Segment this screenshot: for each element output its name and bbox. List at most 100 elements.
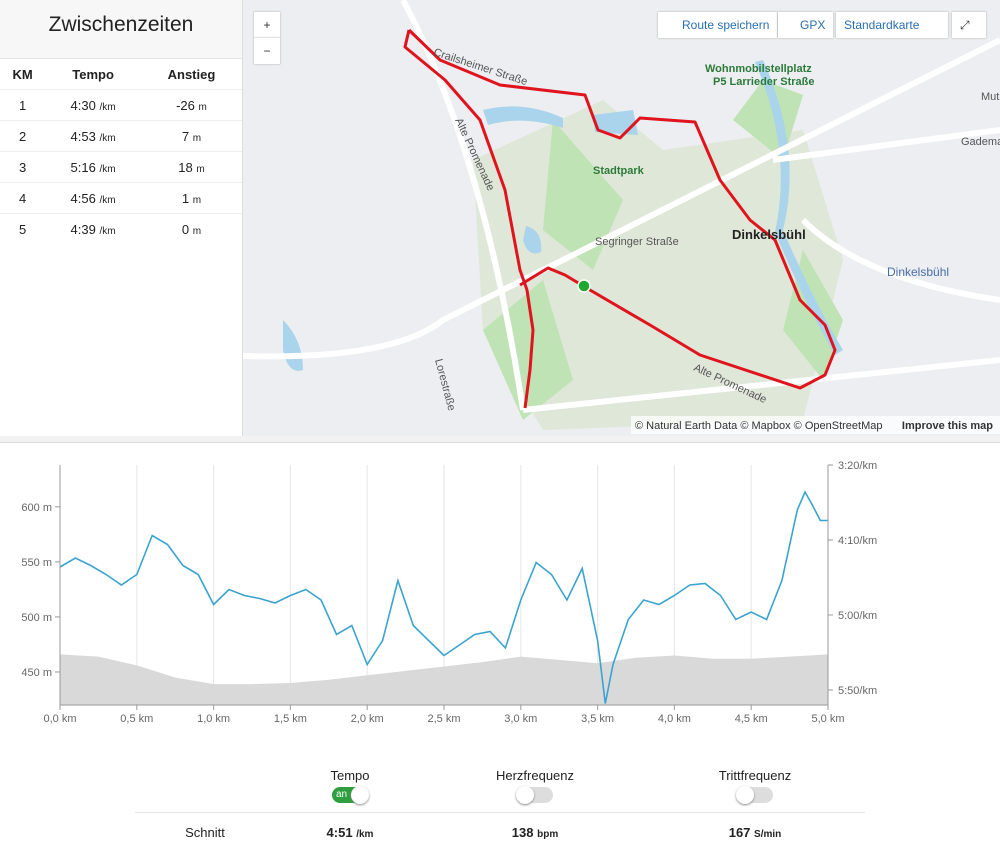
toggle[interactable]: an <box>332 786 369 804</box>
average: 4:51 /km <box>250 825 450 840</box>
unit: /km <box>99 163 116 175</box>
improve-link[interactable]: Improve this map <box>902 420 993 432</box>
pace: 4:30 /km <box>45 89 141 121</box>
save-route[interactable]: Route speichern <box>658 12 778 38</box>
split-row: 2 4:53 /km 7 m <box>0 120 242 152</box>
map-label: Dinkelsbühl <box>887 265 949 279</box>
divider[interactable] <box>0 436 1000 443</box>
x-tick-label: 1,5 km <box>274 713 307 725</box>
controls: Schnitt Tempo an Herzfrequenz Trittfrequenz… <box>0 760 1000 860</box>
pace-value: 5:16 <box>70 159 96 175</box>
avg-unit: /km <box>356 829 374 840</box>
x-tick-label: 2,0 km <box>351 713 384 725</box>
map-style[interactable]: Standardkarte <box>836 12 948 38</box>
unit: m <box>192 132 202 144</box>
toggle[interactable] <box>736 786 773 804</box>
split-row: 1 4:30 /km -26 m <box>0 89 242 121</box>
elevation-area <box>60 654 828 705</box>
y2-tick-label: 3:20/km <box>838 460 877 472</box>
map-label: Stadtpark <box>593 165 645 177</box>
km: 2 <box>0 120 46 152</box>
climb: 1 m <box>140 182 242 214</box>
y-tick-label: 450 m <box>21 667 52 679</box>
climb: 7 m <box>140 120 242 152</box>
km: 1 <box>0 89 46 121</box>
zoom-out[interactable]: − <box>254 38 280 64</box>
y-tick-label: 550 m <box>21 557 52 569</box>
split-row: 3 5:16 /km 18 m <box>0 151 242 183</box>
km: 4 <box>0 182 46 214</box>
x-tick-label: 4,5 km <box>735 713 768 725</box>
map-label: Mutsch <box>981 91 1000 103</box>
climb-value: -26 <box>176 97 195 113</box>
x-tick-label: 4,0 km <box>658 713 691 725</box>
knob <box>736 786 754 804</box>
y2-tick-label: 5:50/km <box>838 685 877 697</box>
map-label: Dinkelsbühl <box>732 227 806 242</box>
knob <box>351 786 369 804</box>
unit: m <box>196 163 205 175</box>
pace-value: 4:39 <box>70 221 96 237</box>
toggle[interactable] <box>516 786 553 804</box>
splits-panel: Zwischenzeiten KM Tempo Anstieg 1 4:30 /km -2… <box>0 0 243 436</box>
pace: 4:39 /km <box>45 213 141 244</box>
pace: 5:16 /km <box>45 151 141 183</box>
x-tick-label: 3,5 km <box>581 713 614 725</box>
x-tick-label: 5,0 km <box>811 713 844 725</box>
unit: /km <box>99 101 116 113</box>
map-label: P5 Larrieder Straße <box>713 76 815 88</box>
climb-value: 0 <box>181 221 190 237</box>
fullscreen[interactable]: ⤢ <box>952 12 986 38</box>
x-tick-label: 0,5 km <box>120 713 153 725</box>
pace: 4:53 /km <box>45 120 141 152</box>
zoom-in[interactable]: + <box>254 12 280 38</box>
pace-value: 4:53 <box>70 128 96 144</box>
unit: /km <box>99 225 116 237</box>
avg-value: 138 <box>511 825 534 840</box>
unit: /km <box>99 194 116 206</box>
y2-tick-label: 4:10/km <box>838 535 877 547</box>
y-tick-label: 500 m <box>21 612 52 624</box>
column-header: KM <box>12 66 33 82</box>
x-tick-label: 3,0 km <box>504 713 537 725</box>
unit: m <box>192 194 202 206</box>
pace-value: 4:30 <box>70 97 96 113</box>
map-label: Wohnmobilstellplatz <box>705 63 812 75</box>
split-row: 4 4:56 /km 1 m <box>0 182 242 214</box>
map-label: Gademar <box>961 136 1000 148</box>
attribution: © Natural Earth Data © Mapbox © OpenStre… <box>635 420 882 432</box>
x-tick-label: 0,0 km <box>43 713 76 725</box>
climb: -26 m <box>140 89 242 121</box>
climb-value: 18 <box>178 159 193 175</box>
gpx[interactable]: GPX <box>778 12 834 38</box>
toggle-state: an <box>336 789 348 800</box>
avg-value: 167 <box>728 825 751 840</box>
pace: 4:56 /km <box>45 182 141 214</box>
avg-unit: S/min <box>754 829 782 840</box>
average: 138 bpm <box>435 825 635 840</box>
avg-value: 4:51 <box>326 825 353 840</box>
unit: m <box>198 101 207 113</box>
map-label: Segringer Straße <box>595 236 679 248</box>
y-tick-label: 600 m <box>21 502 52 514</box>
unit: /km <box>99 132 116 144</box>
average: 167 S/min <box>655 825 855 840</box>
climb: 18 m <box>140 151 242 183</box>
toggle-label: Herzfrequenz <box>495 768 575 783</box>
toggle-label: Tempo <box>330 768 370 783</box>
pace-line <box>59 490 828 704</box>
unit: m <box>192 225 202 237</box>
knob <box>516 786 534 804</box>
km: 5 <box>0 213 46 244</box>
split-row: 5 4:39 /km 0 m <box>0 213 242 244</box>
column-header: Anstieg <box>167 66 216 82</box>
y2-tick-label: 5:00/km <box>838 610 877 622</box>
climb-value: 7 <box>181 128 190 144</box>
splits-title: Zwischenzeiten <box>0 0 242 59</box>
map[interactable]: Wohnmobilstellplatz P5 Larrieder Straße … <box>243 0 1000 436</box>
splits-table: KM Tempo Anstieg 1 4:30 /km -26 m 2 4:53 /km 7 m… <box>0 59 242 244</box>
avg-label: Schnitt <box>185 825 225 840</box>
climb: 0 m <box>140 213 242 244</box>
toggle-label: Trittfrequenz <box>718 768 792 783</box>
column-header: Tempo <box>72 66 114 82</box>
